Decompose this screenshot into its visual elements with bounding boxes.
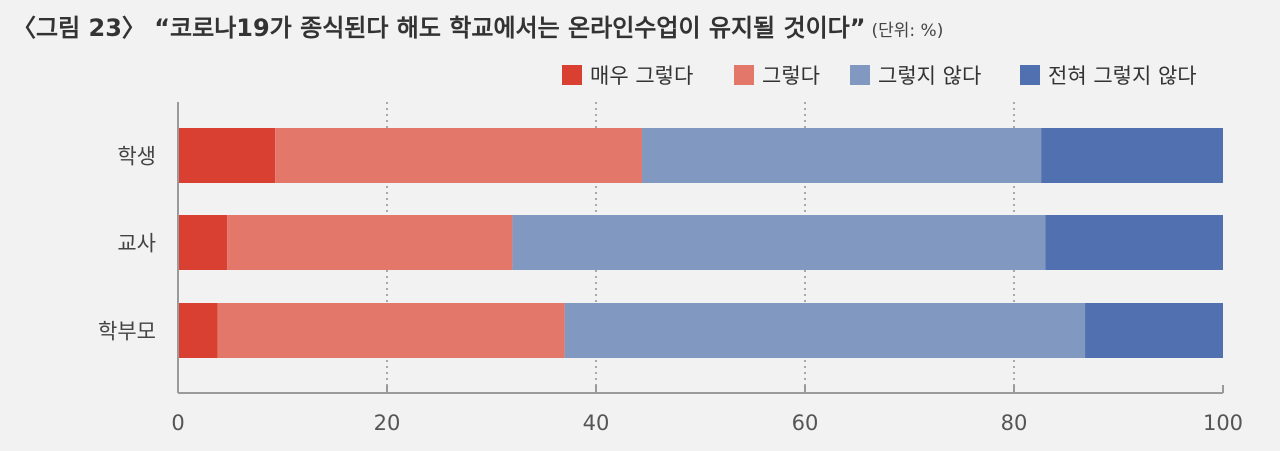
chart-title: 〈그림 23〉 “코로나19가 종식된다 해도 학교에서는 온라인수업이 유지될… — [12, 14, 866, 42]
bar-학생-매우-그렇다 — [178, 128, 276, 183]
chart-title-area: 〈그림 23〉 “코로나19가 종식된다 해도 학교에서는 온라인수업이 유지될… — [12, 12, 1268, 47]
bar-학부모-매우-그렇다 — [178, 303, 218, 358]
category-label-학부모: 학부모 — [98, 320, 156, 344]
legend-swatch-그렇지-않다 — [850, 65, 870, 85]
bar-교사-전혀-그렇지-않다 — [1045, 215, 1223, 270]
legend-swatch-그렇다 — [734, 65, 754, 85]
x-tick-label-20: 20 — [374, 411, 401, 435]
bar-학생-전혀-그렇지-않다 — [1041, 128, 1223, 183]
legend-label-전혀-그렇지-않다: 전혀 그렇지 않다 — [1048, 64, 1197, 88]
bar-학생-그렇지-않다 — [641, 128, 1042, 183]
legend-label-그렇다: 그렇다 — [762, 64, 820, 88]
x-tick-label-100: 100 — [1203, 411, 1243, 435]
category-label-학생: 학생 — [117, 145, 156, 169]
legend-swatch-매우-그렇다 — [562, 65, 582, 85]
bar-교사-매우-그렇다 — [178, 215, 228, 270]
legend: 매우 그렇다 그렇다 그렇지 않다 전혀 그렇지 않다 — [562, 64, 1197, 88]
legend-swatch-전혀-그렇지-않다 — [1020, 65, 1040, 85]
category-label-교사: 교사 — [117, 232, 156, 256]
x-tick-label-60: 60 — [792, 411, 819, 435]
chart-unit: (단위: %) — [871, 21, 944, 41]
bar-교사-그렇다 — [227, 215, 513, 270]
legend-label-그렇지-않다: 그렇지 않다 — [878, 64, 981, 88]
bar-교사-그렇지-않다 — [512, 215, 1046, 270]
legend-label-매우-그렇다: 매우 그렇다 — [590, 64, 693, 88]
bar-학부모-그렇다 — [217, 303, 565, 358]
x-tick-label-80: 80 — [1001, 411, 1028, 435]
bars — [178, 128, 1223, 358]
x-tick-label-40: 40 — [583, 411, 610, 435]
bar-학부모-그렇지-않다 — [564, 303, 1086, 358]
x-tick-label-0: 0 — [171, 411, 184, 435]
bar-학생-그렇다 — [275, 128, 642, 183]
bar-학부모-전혀-그렇지-않다 — [1085, 303, 1223, 358]
